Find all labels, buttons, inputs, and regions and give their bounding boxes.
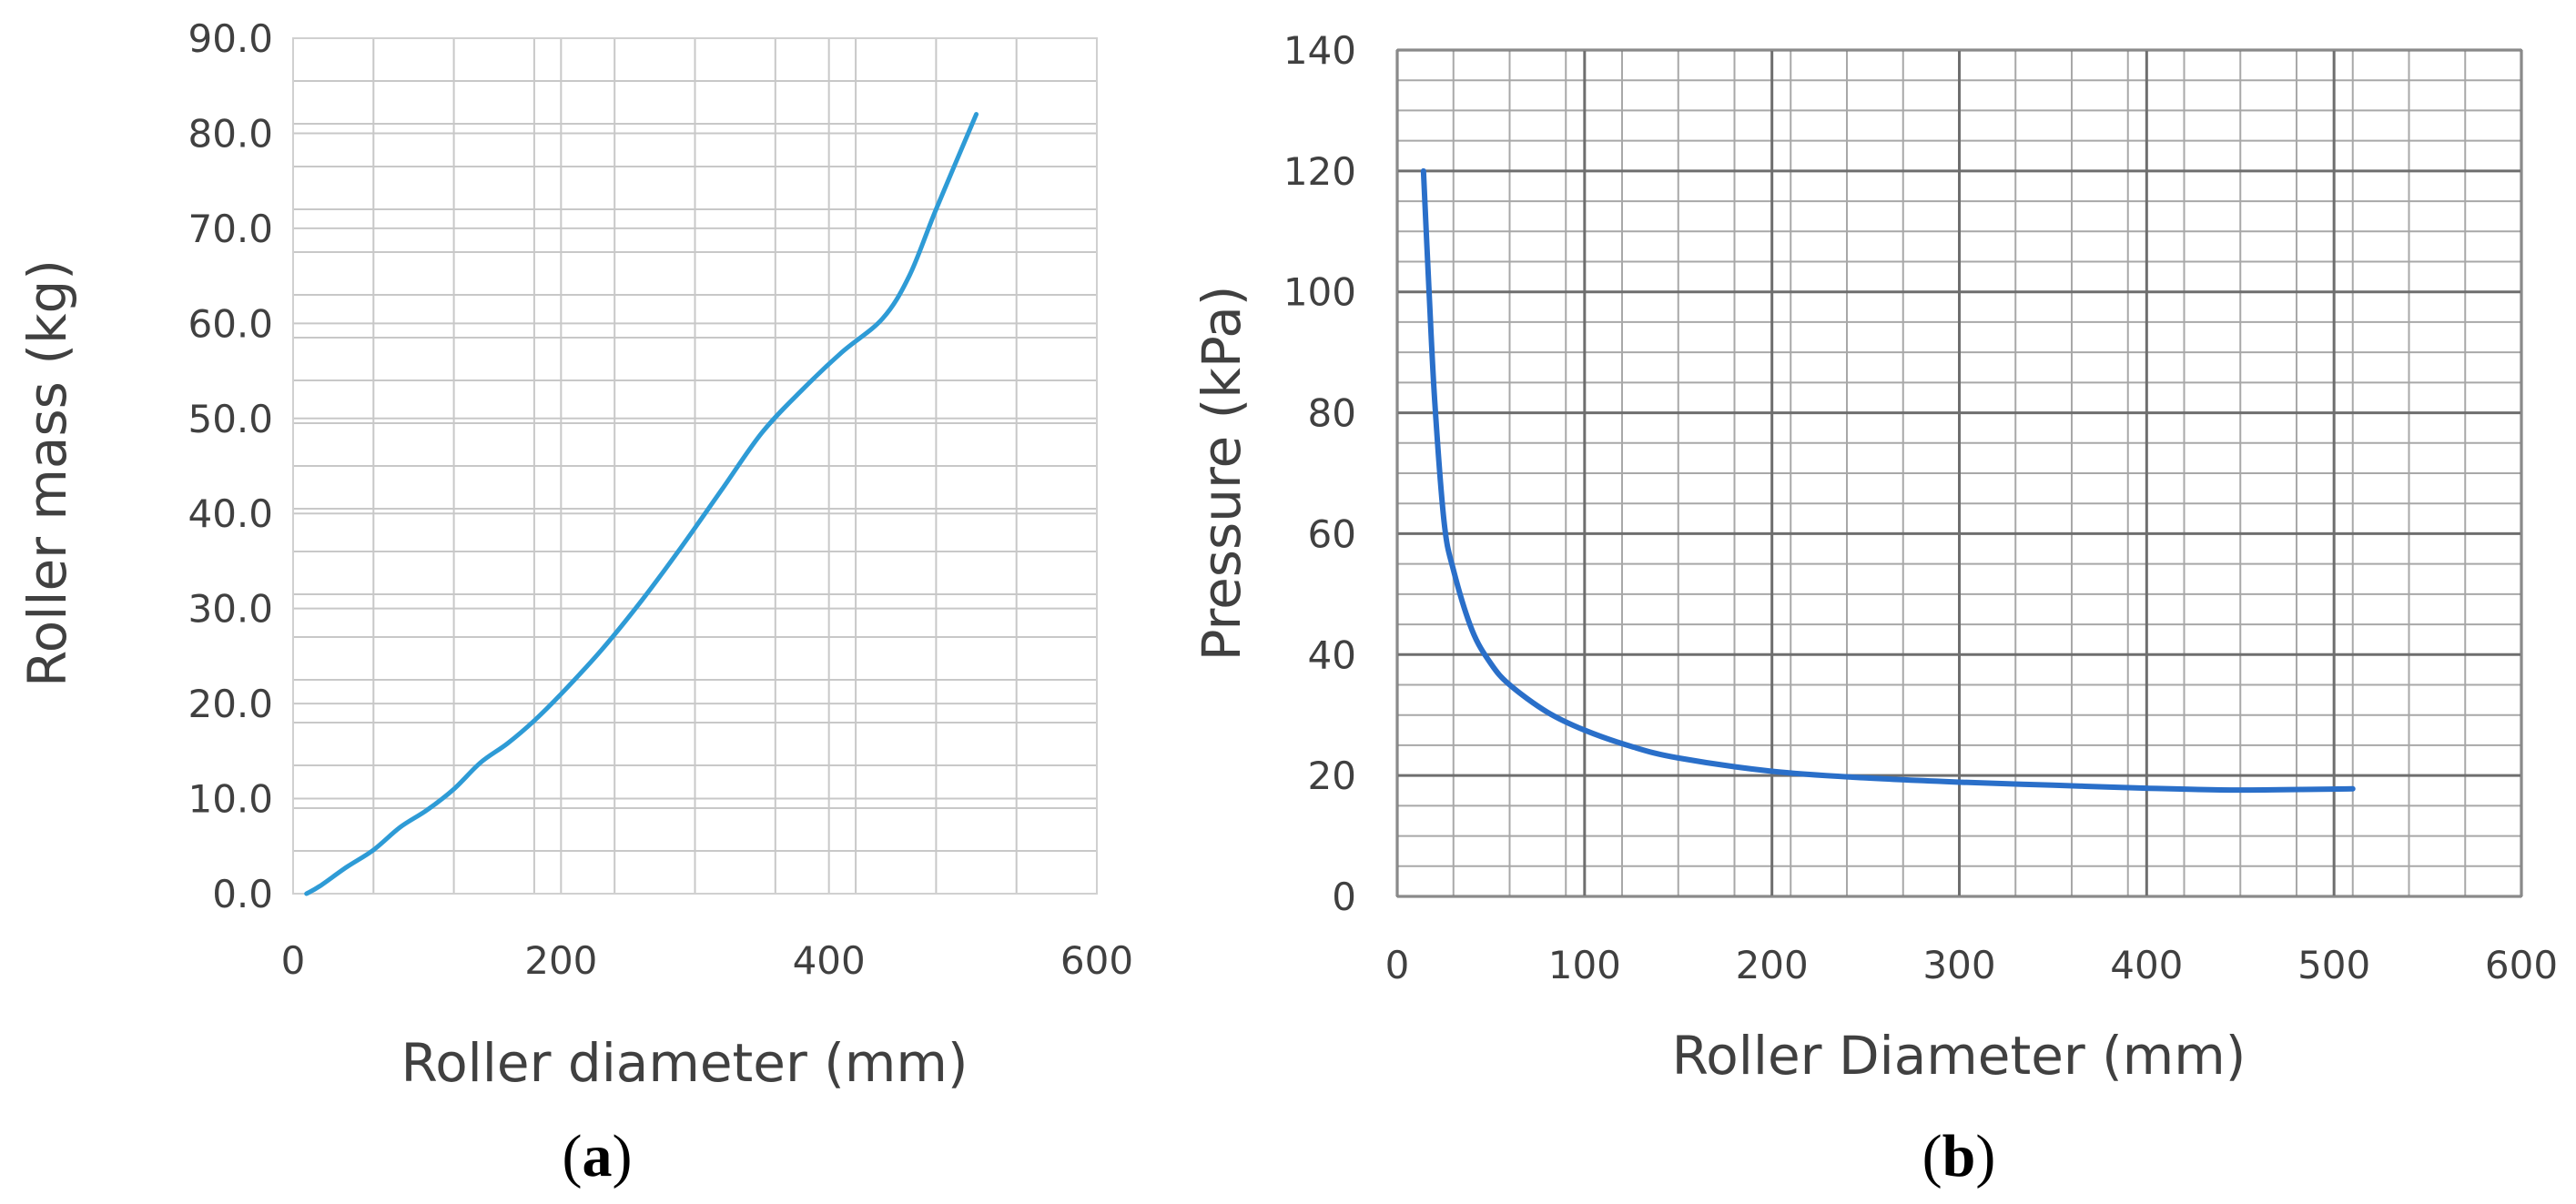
y-tick-label: 0 <box>1332 875 1356 919</box>
x-tick-label: 300 <box>1922 943 1995 987</box>
chart-a-gridlines <box>292 37 1098 895</box>
chart-b-plot-area <box>1396 49 2522 897</box>
y-tick-label: 10.0 <box>188 777 273 822</box>
y-tick-label: 0.0 <box>212 872 273 916</box>
x-tick-label: 600 <box>1060 938 1133 983</box>
y-tick-label: 30.0 <box>188 587 273 632</box>
chart-b-ylabel: Pressure (kPa) <box>1191 286 1253 662</box>
x-tick-label: 400 <box>2110 943 2183 987</box>
chart-a-ylabel: Roller mass (kg) <box>16 259 78 687</box>
x-tick-label: 200 <box>524 938 597 983</box>
y-tick-label: 80 <box>1308 391 1356 436</box>
x-tick-label: 600 <box>2485 943 2558 987</box>
x-tick-label: 0 <box>281 938 306 983</box>
chart-a-series-line <box>304 112 979 896</box>
y-tick-label: 60 <box>1308 511 1356 556</box>
chart-b-series-line <box>1420 167 2356 794</box>
y-tick-label: 40.0 <box>188 491 273 536</box>
chart-a-xlabel: Roller diameter (mm) <box>401 1032 969 1094</box>
y-tick-label: 140 <box>1283 28 1356 73</box>
y-tick-label: 70.0 <box>188 207 273 251</box>
x-tick-label: 400 <box>793 938 866 983</box>
y-tick-label: 100 <box>1283 270 1356 315</box>
x-tick-label: 0 <box>1385 943 1410 987</box>
x-tick-label: 200 <box>1736 943 1809 987</box>
y-tick-label: 20.0 <box>188 682 273 726</box>
y-tick-label: 80.0 <box>188 111 273 156</box>
chart-a-plot-area <box>292 37 1098 895</box>
chart-a: Roller diameter (mm) Roller mass (kg) (a… <box>16 16 1133 1189</box>
y-tick-label: 40 <box>1308 632 1356 677</box>
y-tick-label: 60.0 <box>188 301 273 346</box>
x-tick-label: 500 <box>2297 943 2370 987</box>
chart-b: Roller Diameter (mm) Pressure (kPa) (b) … <box>1191 28 2558 1189</box>
chart-a-caption: (a) <box>563 1123 633 1189</box>
y-tick-label: 90.0 <box>188 16 273 61</box>
y-tick-label: 50.0 <box>188 397 273 441</box>
chart-b-xlabel: Roller Diameter (mm) <box>1672 1025 2246 1087</box>
chart-b-caption: (b) <box>1922 1123 1996 1189</box>
x-tick-label: 100 <box>1548 943 1621 987</box>
chart-b-gridlines <box>1395 48 2523 898</box>
y-tick-label: 120 <box>1283 149 1356 194</box>
y-tick-label: 20 <box>1308 754 1356 798</box>
